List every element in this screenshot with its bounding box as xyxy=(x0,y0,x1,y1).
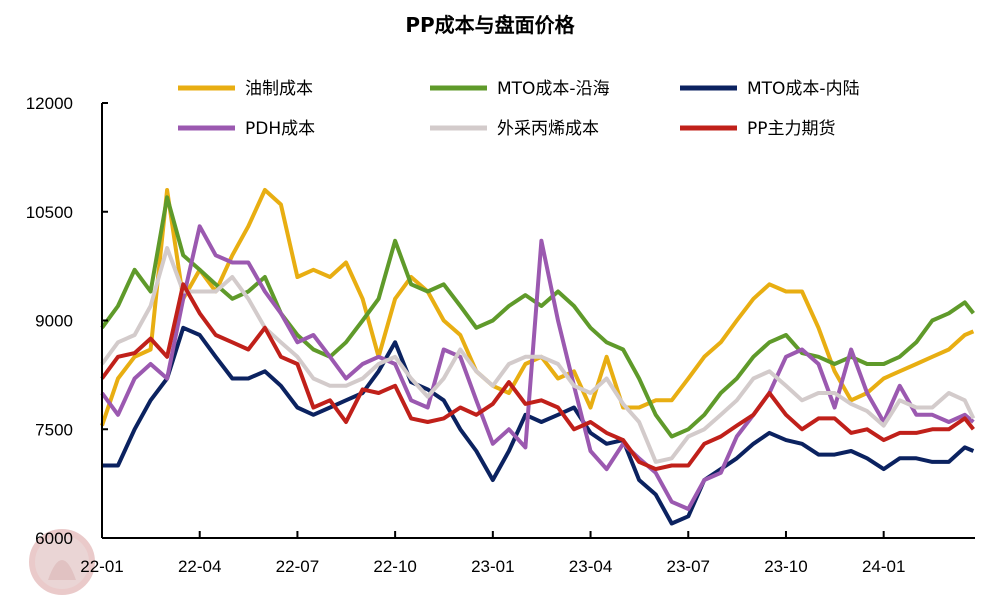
y-tick-label: 6000 xyxy=(35,529,73,548)
legend: 油制成本 MTO成本-沿海 MTO成本-内陆 PDH成本 外采丙烯成本 PP主力期货 xyxy=(178,79,860,139)
x-tick-label: 23-01 xyxy=(471,557,514,576)
x-tick-label: 22-07 xyxy=(276,557,319,576)
x-tick-label: 22-01 xyxy=(80,557,123,576)
legend-label: PP主力期货 xyxy=(747,119,836,139)
legend-item-3: PDH成本 xyxy=(178,119,315,139)
legend-label: 油制成本 xyxy=(245,79,313,99)
series-line-1 xyxy=(100,195,975,439)
x-tick-label: 22-10 xyxy=(373,557,416,576)
series-line-3 xyxy=(100,224,975,511)
y-tick-label: 10500 xyxy=(26,203,73,222)
x-tick-label: 23-10 xyxy=(764,557,807,576)
series-line-4 xyxy=(100,246,976,464)
series-group xyxy=(100,188,976,526)
y-tick-label: 7500 xyxy=(35,420,73,439)
x-tick-label: 23-04 xyxy=(569,557,612,576)
chart-title: PP成本与盘面价格 xyxy=(405,13,575,37)
legend-label: MTO成本-内陆 xyxy=(747,79,860,99)
series-line-5 xyxy=(100,282,975,472)
x-tick-label: 22-04 xyxy=(178,557,221,576)
x-tick-label: 23-07 xyxy=(667,557,710,576)
legend-label: MTO成本-沿海 xyxy=(497,79,610,99)
legend-item-5: PP主力期货 xyxy=(680,119,836,139)
legend-item-0: 油制成本 xyxy=(178,79,313,99)
y-tick-label: 12000 xyxy=(26,94,73,113)
y-tick-label: 9000 xyxy=(35,312,73,331)
watermark-logo xyxy=(29,529,95,595)
axes: 6000 7500 9000 10500 12000 22-01 22-04 22-07 22-… xyxy=(26,94,975,576)
legend-item-4: 外采丙烯成本 xyxy=(430,119,599,139)
legend-item-2: MTO成本-内陆 xyxy=(680,79,860,99)
legend-label: 外采丙烯成本 xyxy=(497,119,599,139)
legend-item-1: MTO成本-沿海 xyxy=(430,79,610,99)
x-tick-label: 24-01 xyxy=(862,557,905,576)
series-line-2 xyxy=(102,325,975,526)
legend-label: PDH成本 xyxy=(245,119,315,139)
